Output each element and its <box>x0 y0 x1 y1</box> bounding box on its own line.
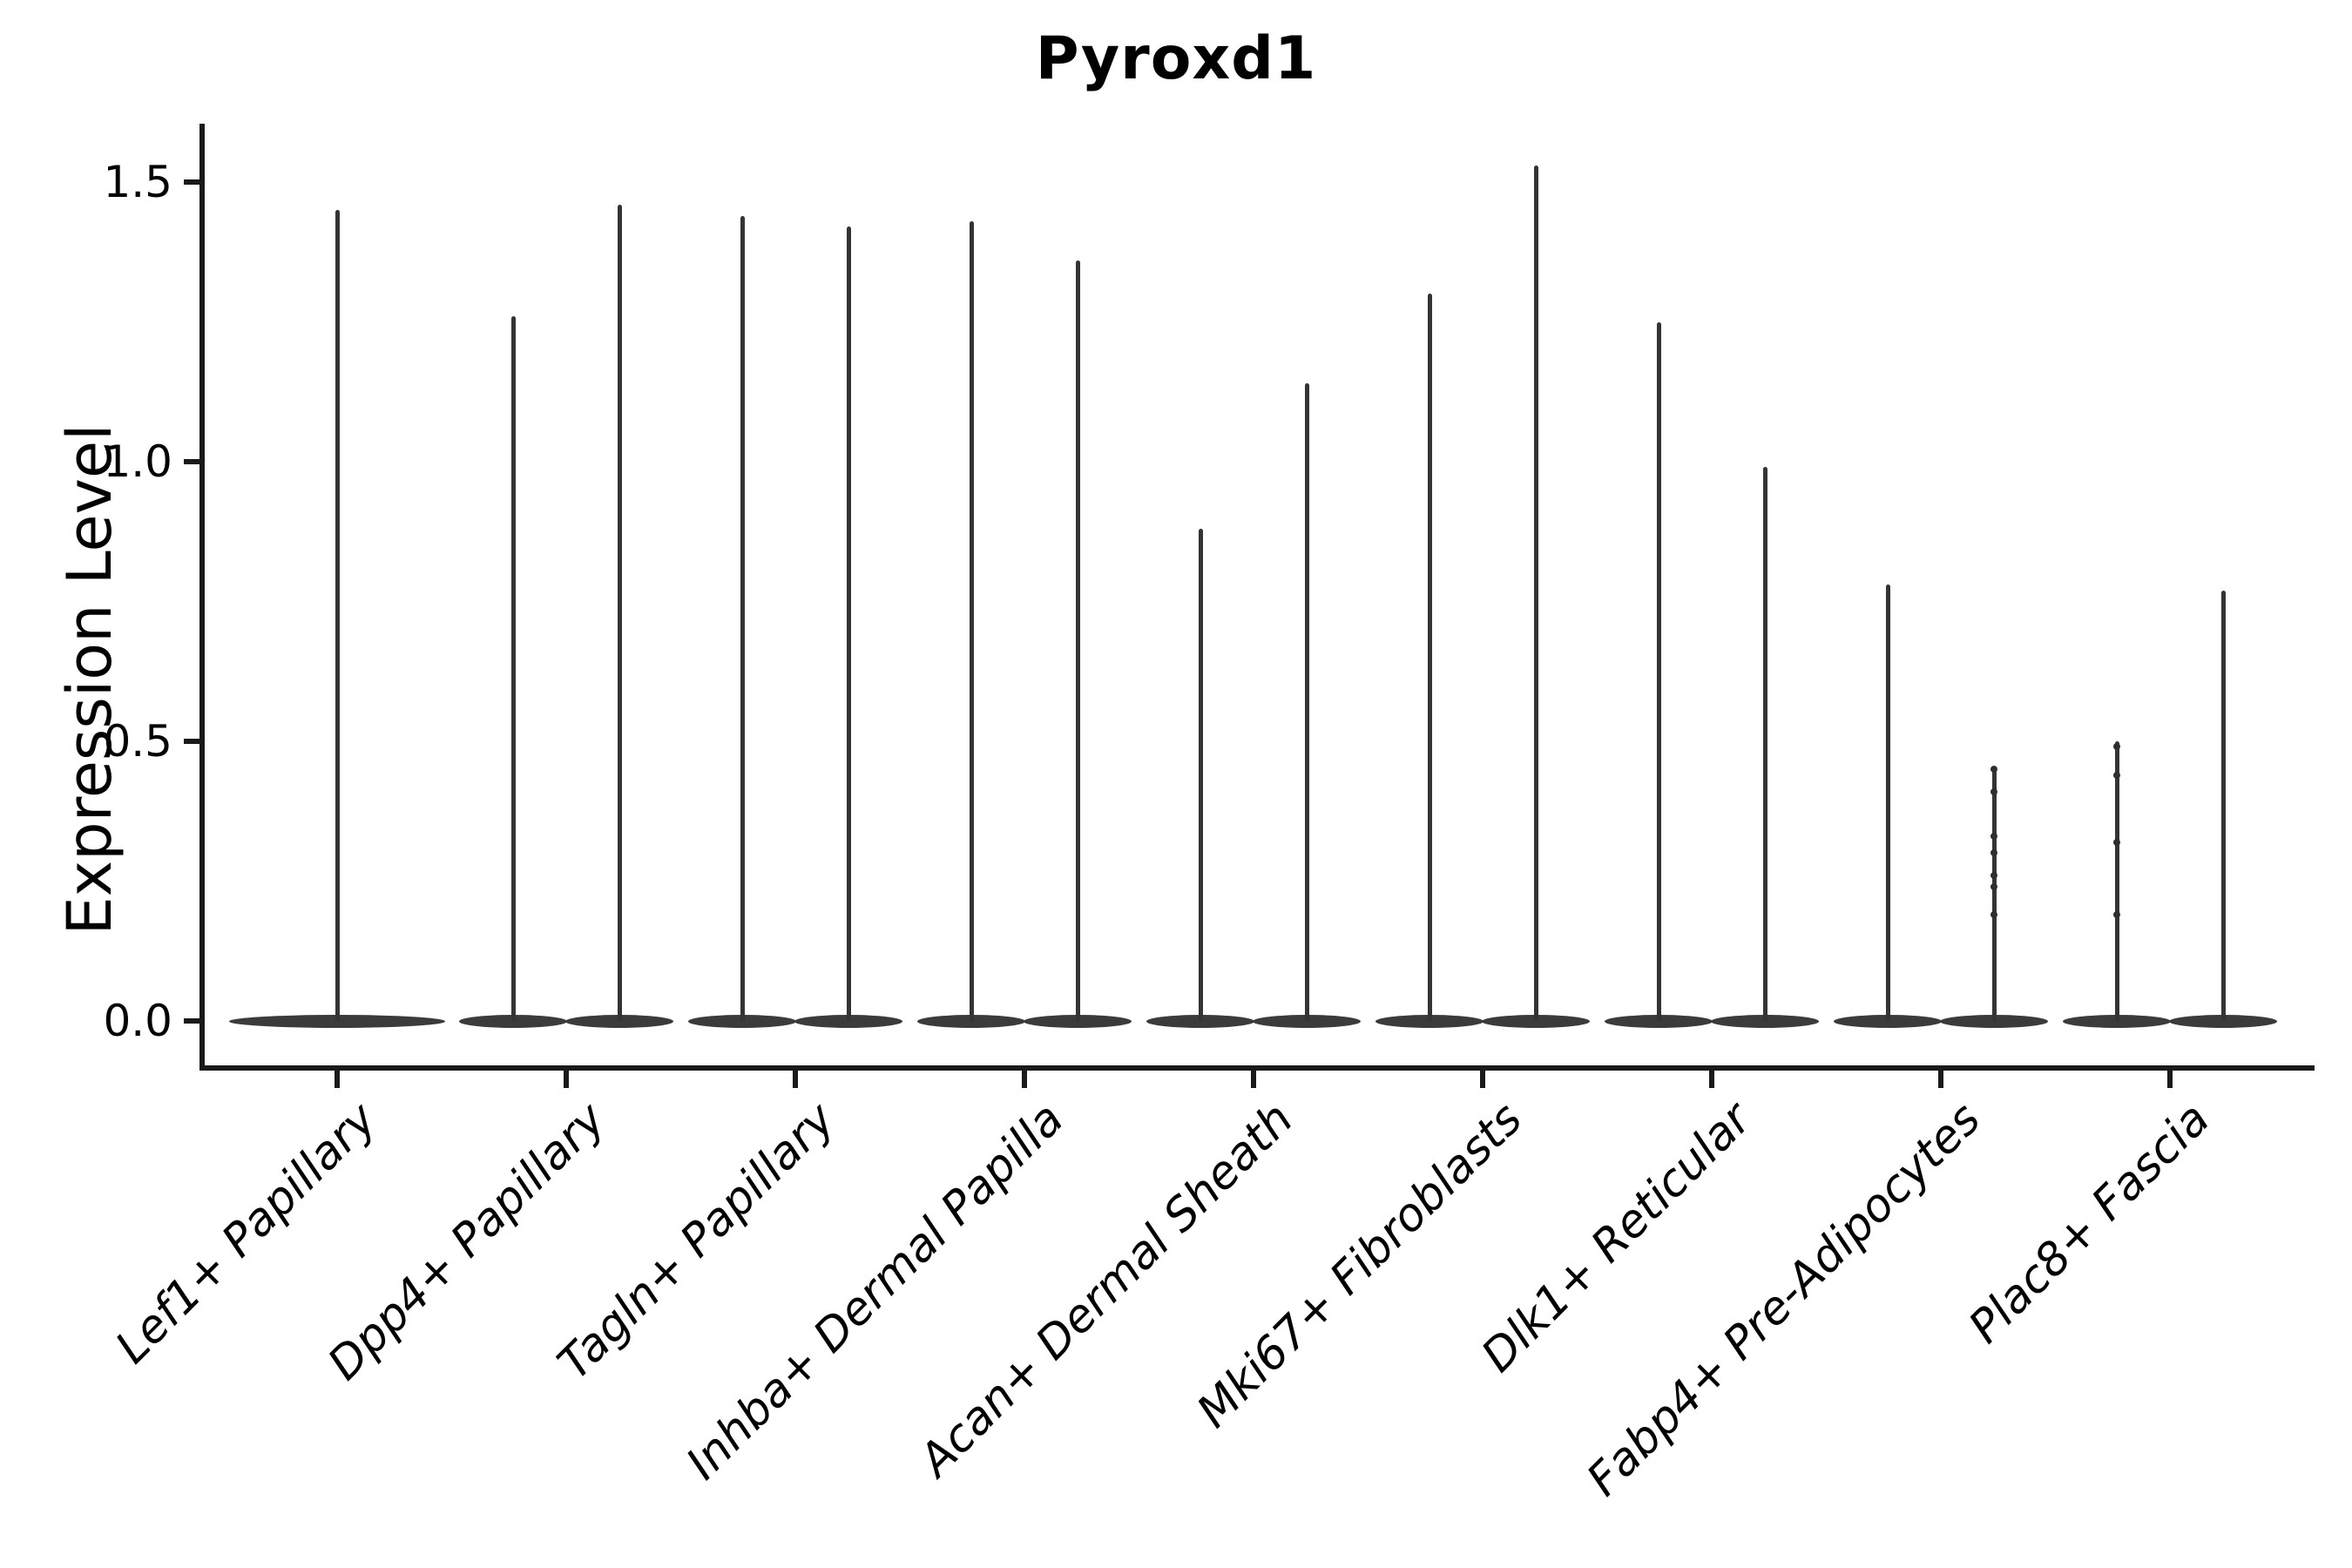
violin-base <box>1605 1015 1713 1028</box>
violin-base <box>794 1015 902 1028</box>
x-tick-mark <box>1251 1071 1256 1088</box>
violin-spike <box>1885 585 1890 1021</box>
violin-spike <box>1762 467 1767 1021</box>
x-tick-label: Fabp4+ Pre-Adipocytes <box>1577 1092 1991 1507</box>
violin-spike <box>740 215 745 1021</box>
x-tick-mark <box>335 1071 340 1088</box>
violin-spike <box>2114 741 2119 1021</box>
violin-spike <box>1427 294 1432 1021</box>
x-tick-mark <box>1022 1071 1027 1088</box>
violin-spike <box>510 316 516 1021</box>
expression-point <box>1990 872 1997 880</box>
x-tick-label: Plac8+ Fascia <box>1958 1092 2220 1354</box>
violin-spike <box>617 204 622 1021</box>
violin-spike <box>1656 321 1661 1021</box>
x-tick-mark <box>564 1071 569 1088</box>
y-tick-label: 1.0 <box>103 436 172 487</box>
expression-point <box>1990 911 1997 919</box>
expression-point <box>2113 911 2120 919</box>
violin-base <box>1482 1015 1590 1028</box>
expression-point <box>2113 771 2120 779</box>
expression-point <box>1990 849 1997 857</box>
violin-base <box>229 1015 445 1028</box>
violin-spike <box>1533 165 1538 1021</box>
violin-spike <box>1304 383 1309 1021</box>
violin-spike <box>2220 590 2226 1021</box>
expression-point <box>1990 833 1997 841</box>
violin-base <box>917 1015 1025 1028</box>
x-tick-mark <box>1938 1071 1943 1088</box>
violin-base <box>2063 1015 2171 1028</box>
x-tick-mark <box>1709 1071 1714 1088</box>
x-tick-mark <box>1480 1071 1485 1088</box>
violin-spike <box>1075 260 1080 1021</box>
x-tick-label: Acan+ Dermal Sheath <box>909 1092 1304 1487</box>
y-tick-mark <box>184 739 201 744</box>
x-tick-mark <box>2167 1071 2173 1088</box>
violin-base <box>1834 1015 1942 1028</box>
violin-spike <box>1991 769 1997 1021</box>
violin-spike <box>335 210 340 1021</box>
violin-base <box>459 1015 567 1028</box>
violin-base <box>1253 1015 1361 1028</box>
violin-base <box>1146 1015 1254 1028</box>
violin-spike <box>969 220 974 1021</box>
violin-base <box>1375 1015 1484 1028</box>
violin-base <box>2169 1015 2277 1028</box>
y-tick-mark <box>184 1018 201 1024</box>
expression-point <box>1990 882 1997 890</box>
x-axis-spine <box>199 1065 2315 1071</box>
violin-base <box>688 1015 796 1028</box>
violin-base <box>1940 1015 2048 1028</box>
plot-title: Pyroxd1 <box>1035 24 1317 93</box>
y-tick-mark <box>184 459 201 464</box>
y-axis-spine <box>199 124 205 1071</box>
violin-base <box>1024 1015 1132 1028</box>
expression-point <box>2113 743 2120 751</box>
x-tick-label: Inhba+ Dermal Papilla <box>677 1092 1075 1490</box>
y-tick-label: 0.5 <box>103 716 172 767</box>
expression-point <box>2113 838 2120 846</box>
expression-point <box>1990 766 1997 774</box>
y-tick-mark <box>184 179 201 185</box>
y-axis-label: Expression Level <box>54 423 125 936</box>
x-tick-mark <box>793 1071 798 1088</box>
expression-point <box>1990 787 1997 795</box>
violin-base <box>1711 1015 1819 1028</box>
y-tick-label: 1.5 <box>103 157 172 207</box>
y-tick-label: 0.0 <box>103 996 172 1046</box>
violin-base <box>565 1015 673 1028</box>
violin-spike <box>1198 529 1203 1021</box>
violin-spike <box>846 226 851 1021</box>
